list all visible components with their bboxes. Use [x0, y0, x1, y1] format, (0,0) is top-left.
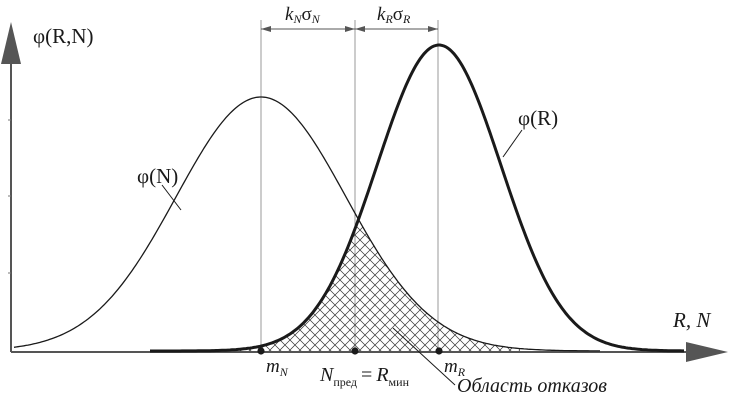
load-distribution-curve — [13, 96, 600, 352]
failure-region-hatch — [240, 220, 520, 351]
k-r-sigma-r-label: kRσR — [377, 4, 411, 26]
y-axis-ticks — [8, 119, 11, 274]
x-axis-arrow-icon — [686, 342, 728, 362]
dim-arrow-mid-right-icon — [355, 26, 365, 32]
mean-n-point — [257, 347, 265, 355]
y-axis-arrow-icon — [1, 22, 21, 64]
curve-n-leader — [161, 184, 182, 211]
dim-arrow-right-icon — [428, 26, 438, 32]
y-axis-label: φ(R,N) — [33, 24, 94, 48]
curve-r-label: φ(R) — [518, 106, 558, 130]
failure-region-label: Область отказов — [457, 375, 607, 397]
x-axis-label: R, N — [672, 308, 711, 332]
mean-n-label: mN — [266, 356, 289, 379]
mean-r-point — [435, 347, 443, 355]
strength-distribution-curve — [150, 43, 684, 353]
limit-label: Nпред = Rмин — [319, 364, 410, 389]
curve-n-label: φ(N) — [137, 164, 178, 188]
limit-point — [351, 347, 359, 355]
curve-r-leader — [502, 129, 523, 158]
failure-region-leader — [392, 327, 456, 386]
k-n-sigma-n-label: kNσN — [285, 4, 321, 26]
dim-arrow-mid-left-icon — [345, 26, 355, 32]
dim-arrow-left-icon — [261, 26, 271, 32]
mean-r-label: mR — [444, 356, 466, 379]
